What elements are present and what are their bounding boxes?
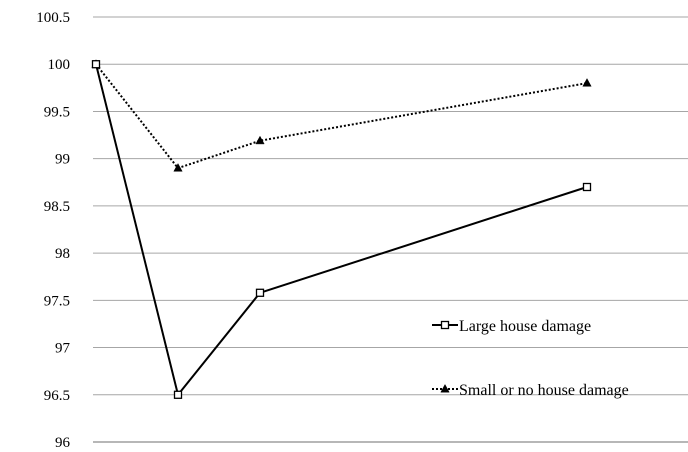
gridlines [93, 16, 688, 443]
legend-marker-swatch [440, 320, 450, 330]
series-line [95, 63, 588, 170]
legend: Large house damage Small or no house dama… [432, 318, 629, 399]
y-tick-label: 100 [48, 57, 71, 73]
legend-label: Large house damage [459, 318, 591, 335]
y-tick-label: 100.5 [36, 10, 70, 26]
y-tick-label: 96.5 [44, 388, 70, 404]
y-tick-label: 97 [55, 341, 71, 357]
legend-marker-swatch [440, 383, 450, 393]
series-small-or-no-house-damage [91, 59, 592, 172]
data-point-marker [582, 78, 592, 87]
series-lines [91, 59, 592, 399]
y-tick-label: 96 [55, 435, 71, 451]
y-tick-label: 98 [55, 246, 70, 262]
data-point-marker [255, 135, 265, 145]
series-large-house-damage [91, 60, 592, 399]
data-point-marker [582, 182, 592, 192]
y-tick-label: 99.5 [44, 104, 70, 120]
y-tick-label: 97.5 [44, 293, 70, 309]
y-tick-label: 99 [55, 152, 70, 168]
series-line [95, 63, 588, 396]
y-axis-tick-labels: 96 96.5 97 97.5 98 98.5 99 99.5 100 100.5 [36, 10, 70, 451]
legend-label: Small or no house damage [459, 382, 629, 399]
data-point-marker [173, 163, 183, 172]
data-point-marker [255, 288, 265, 297]
data-point-marker [173, 390, 183, 399]
y-tick-label: 98.5 [44, 199, 70, 215]
data-point-marker [91, 60, 101, 69]
legend-item: Small or no house damage [432, 382, 629, 399]
legend-item: Large house damage [432, 318, 591, 335]
